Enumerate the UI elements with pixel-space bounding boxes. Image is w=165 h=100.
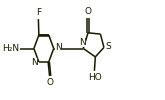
Text: O: O <box>84 7 92 16</box>
Text: HO: HO <box>88 73 102 82</box>
Text: N: N <box>79 38 86 47</box>
Text: F: F <box>36 8 41 17</box>
Text: N: N <box>55 44 62 52</box>
Text: N: N <box>31 58 38 67</box>
Text: S: S <box>106 42 111 51</box>
Text: O: O <box>47 78 54 87</box>
Text: H₂N: H₂N <box>2 44 19 53</box>
